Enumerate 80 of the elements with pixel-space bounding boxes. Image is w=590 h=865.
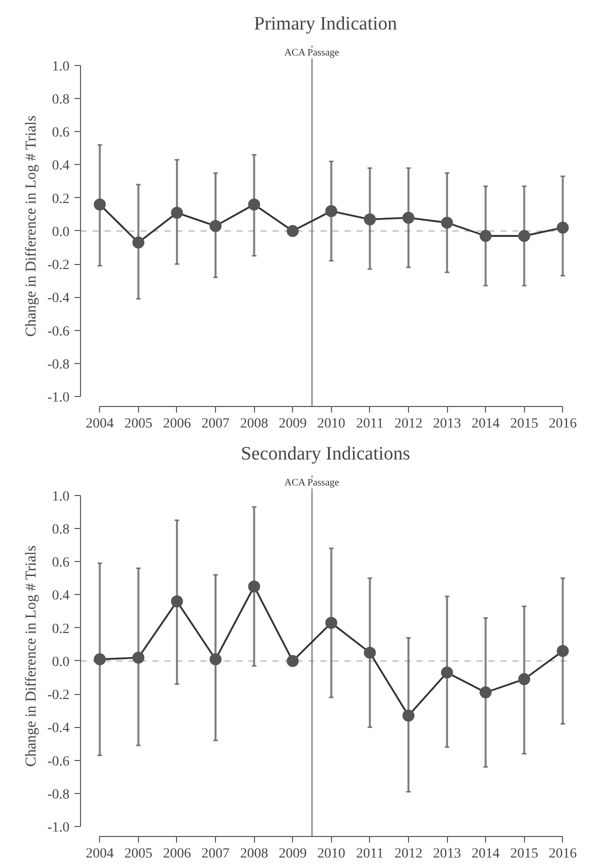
x-tick-label: 2016 (548, 416, 577, 432)
x-tick-label: 2015 (510, 416, 538, 432)
y-tick-label: -0.2 (47, 688, 70, 704)
y-tick-label: -1.0 (47, 390, 70, 406)
x-tick-label: 2009 (278, 416, 307, 432)
y-tick-label: 1.0 (52, 59, 70, 74)
y-axis-title: Change in Difference in Log # Trials (23, 545, 40, 767)
point (402, 212, 414, 224)
point (441, 666, 454, 679)
point (94, 653, 106, 666)
point (480, 230, 492, 242)
point (325, 616, 338, 629)
point (556, 222, 569, 234)
y-tick-label: 0.8 (52, 522, 70, 538)
x-tick-label: 2004 (86, 846, 114, 862)
x-tick-label: 2016 (548, 846, 577, 862)
y-tick-label: 0.6 (52, 556, 70, 571)
point (441, 216, 454, 229)
y-tick-label: 0.0 (52, 224, 70, 240)
point (518, 673, 530, 686)
y-tick-label: -0.2 (47, 258, 70, 274)
point (286, 654, 299, 667)
point (132, 652, 144, 664)
x-tick-label: 2010 (317, 416, 346, 432)
x-tick-label: 2005 (124, 416, 152, 432)
y-tick-label: 0.2 (52, 192, 70, 207)
x-tick-label: 2012 (394, 846, 422, 862)
x-tick-label: 2011 (356, 416, 384, 432)
x-tick-label: 2009 (278, 846, 307, 862)
point (170, 206, 183, 219)
chart-title: Secondary Indications (240, 444, 410, 464)
y-tick-label: 0.2 (52, 622, 70, 637)
x-tick-label: 2014 (472, 846, 500, 862)
x-tick-label: 2008 (240, 416, 268, 432)
point (556, 645, 569, 658)
y-tick-label: -0.6 (47, 754, 70, 770)
x-tick-label: 2006 (162, 846, 191, 862)
y-tick-label: -0.4 (47, 291, 70, 306)
point (210, 220, 222, 232)
x-tick-label: 2015 (510, 846, 538, 862)
y-tick-label: -1.0 (47, 820, 70, 836)
x-tick-label: 2006 (162, 416, 191, 432)
point (248, 580, 260, 592)
x-tick-label: 2011 (356, 846, 384, 862)
x-tick-label: 2004 (86, 416, 114, 432)
x-tick-label: 2012 (394, 416, 422, 432)
x-tick-label: 2014 (472, 416, 500, 432)
point (132, 236, 144, 249)
y-axis-title: Change in Difference in Log # Trials (23, 115, 40, 337)
x-tick-label: 2007 (202, 846, 230, 862)
point (286, 224, 299, 237)
y-tick-label: 0.4 (52, 158, 70, 174)
ref-line-label: ACA Passage (284, 48, 340, 58)
x-tick-label: 2005 (124, 846, 152, 862)
y-tick-label: -0.8 (47, 787, 70, 802)
point (364, 646, 376, 659)
point (364, 213, 376, 226)
point (325, 205, 338, 218)
y-tick-label: -0.6 (47, 324, 70, 340)
x-tick-label: 2010 (317, 846, 346, 862)
y-tick-label: 0.8 (52, 92, 70, 108)
y-tick-label: 0.4 (52, 588, 70, 604)
y-tick-label: -0.4 (47, 721, 70, 736)
x-tick-label: 2013 (433, 846, 462, 862)
y-tick-label: 1.0 (52, 489, 70, 504)
point (518, 230, 530, 242)
chart-title: Primary Indication (254, 14, 398, 34)
point (94, 198, 106, 210)
y-tick-label: 0.6 (52, 126, 70, 141)
x-tick-label: 2013 (433, 416, 462, 432)
x-tick-label: 2007 (202, 416, 230, 432)
point (170, 595, 183, 608)
point (248, 198, 260, 210)
ref-line-label: ACA Passage (284, 478, 340, 488)
y-tick-label: 0.0 (52, 654, 70, 670)
x-tick-label: 2008 (240, 846, 268, 862)
point (402, 710, 414, 722)
point (210, 653, 222, 666)
y-tick-label: -0.8 (47, 357, 70, 372)
point (480, 686, 492, 698)
